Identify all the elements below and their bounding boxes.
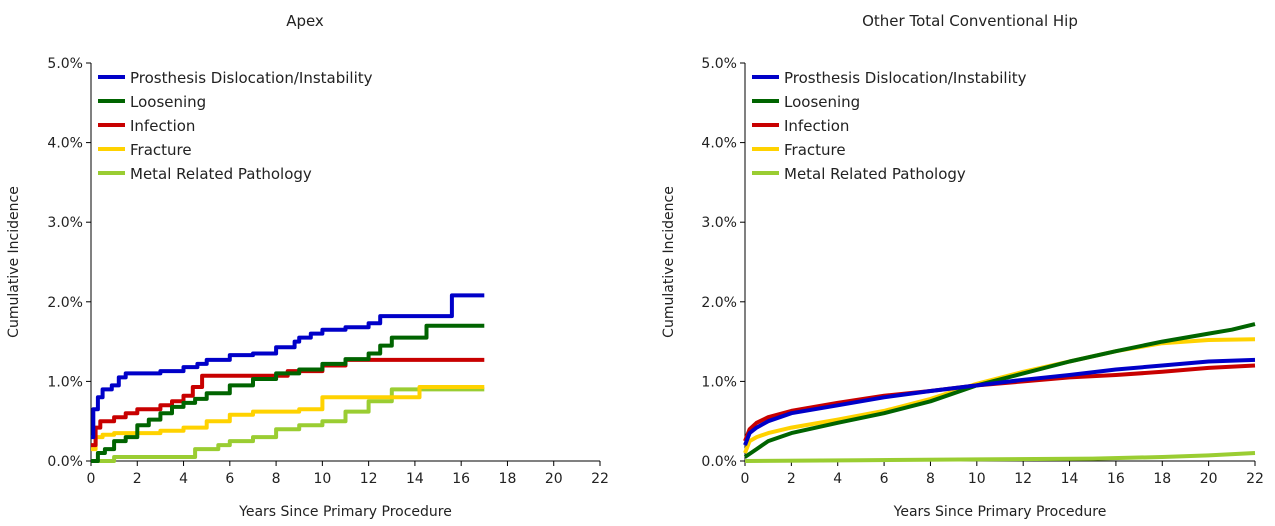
y-tick-label: 0.0%	[47, 454, 83, 470]
legend-label-0: Prosthesis Dislocation/Instability	[130, 69, 373, 87]
x-tick-label: 4	[833, 471, 842, 487]
y-tick-label: 3.0%	[47, 215, 83, 231]
x-tick-label: 22	[1246, 471, 1264, 487]
x-axis-label: Years Since Primary Procedure	[238, 504, 452, 520]
x-tick-label: 14	[406, 471, 424, 487]
y-tick-label: 0.0%	[701, 454, 737, 470]
series-line-4	[91, 387, 485, 463]
legend-label-3: Fracture	[784, 141, 846, 159]
chart-title: Other Total Conventional Hip	[862, 12, 1078, 30]
x-tick-label: 8	[926, 471, 935, 487]
y-tick-label: 5.0%	[701, 56, 737, 72]
series-line-0	[743, 357, 1256, 446]
x-tick-label: 2	[787, 471, 796, 487]
y-tick-label: 4.0%	[701, 136, 737, 152]
series-line-0	[91, 293, 485, 440]
x-axis-label: Years Since Primary Procedure	[893, 504, 1107, 520]
x-tick-label: 18	[1153, 471, 1171, 487]
y-tick-label: 1.0%	[701, 374, 737, 390]
x-tick-label: 8	[272, 471, 281, 487]
x-tick-label: 12	[360, 471, 378, 487]
chart-panel-other-total-conventional-hip: Other Total Conventional Hip 0.0% 1.0% 2.0%…	[637, 0, 1274, 526]
x-tick-label: 0	[87, 471, 96, 487]
legend-label-2: Infection	[784, 117, 849, 135]
x-tick-label: 4	[179, 471, 188, 487]
x-tick-label: 16	[452, 471, 470, 487]
y-tick-label: 3.0%	[701, 215, 737, 231]
x-tick-label: 0	[741, 471, 750, 487]
x-tick-label: 10	[313, 471, 331, 487]
x-tick-label: 2	[133, 471, 142, 487]
x-tick-label: 6	[225, 471, 234, 487]
chart-apex: Apex 0.0% 1.0% 2.0% 3.0% 4.0% 5.0% 0 2 4 6 8 10 12 14 1…	[6, 12, 609, 520]
series-line-3	[743, 337, 1256, 454]
legend-label-4: Metal Related Pathology	[784, 165, 966, 183]
chart-other-total-conventional-hip: Other Total Conventional Hip 0.0% 1.0% 2.0%…	[661, 12, 1264, 520]
y-tick-label: 2.0%	[47, 295, 83, 311]
x-tick-label: 14	[1061, 471, 1079, 487]
y-axis-label: Cumulative Incidence	[6, 186, 22, 338]
x-tick-label: 12	[1014, 471, 1032, 487]
x-tick-label: 20	[545, 471, 563, 487]
series-line-3	[91, 385, 485, 452]
chart-panel-apex: Apex 0.0% 1.0% 2.0% 3.0% 4.0% 5.0% 0 2 4 6 8 10 12 14 1…	[0, 0, 637, 526]
legend-label-1: Loosening	[130, 93, 206, 111]
y-tick-label: 5.0%	[47, 56, 83, 72]
legend-label-0: Prosthesis Dislocation/Instability	[784, 69, 1027, 87]
series-line-1	[91, 323, 485, 463]
series-line-4	[744, 451, 1256, 463]
x-tick-label: 16	[1107, 471, 1125, 487]
x-tick-label: 10	[968, 471, 986, 487]
y-tick-label: 2.0%	[701, 295, 737, 311]
legend-label-2: Infection	[130, 117, 195, 135]
x-tick-label: 6	[880, 471, 889, 487]
x-tick-label: 22	[591, 471, 609, 487]
legend-label-4: Metal Related Pathology	[130, 165, 312, 183]
chart-title: Apex	[286, 12, 324, 30]
legend-label-3: Fracture	[130, 141, 192, 159]
y-tick-label: 1.0%	[47, 374, 83, 390]
y-axis-label: Cumulative Incidence	[661, 186, 677, 338]
x-tick-label: 20	[1200, 471, 1218, 487]
legend-label-1: Loosening	[784, 93, 860, 111]
x-tick-label: 18	[499, 471, 517, 487]
y-tick-label: 4.0%	[47, 136, 83, 152]
